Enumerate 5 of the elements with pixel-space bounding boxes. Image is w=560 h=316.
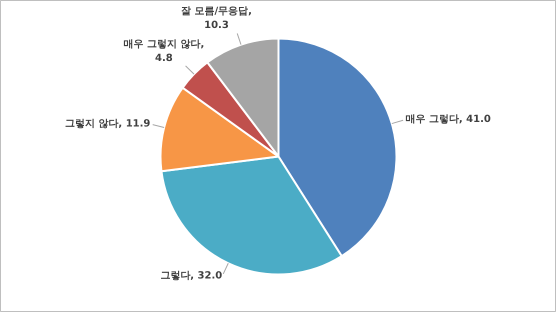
slice-label: 매우 그렇다, 41.0 xyxy=(405,114,491,126)
slice-label: 매우 그렇지 않다, 4.8 xyxy=(124,38,204,64)
slice-label: 잘 모름/무응답, 10.3 xyxy=(181,6,252,32)
slice-label: 그렇다, 32.0 xyxy=(160,270,222,282)
slice-label: 그렇지 않다, 11.9 xyxy=(64,118,150,130)
